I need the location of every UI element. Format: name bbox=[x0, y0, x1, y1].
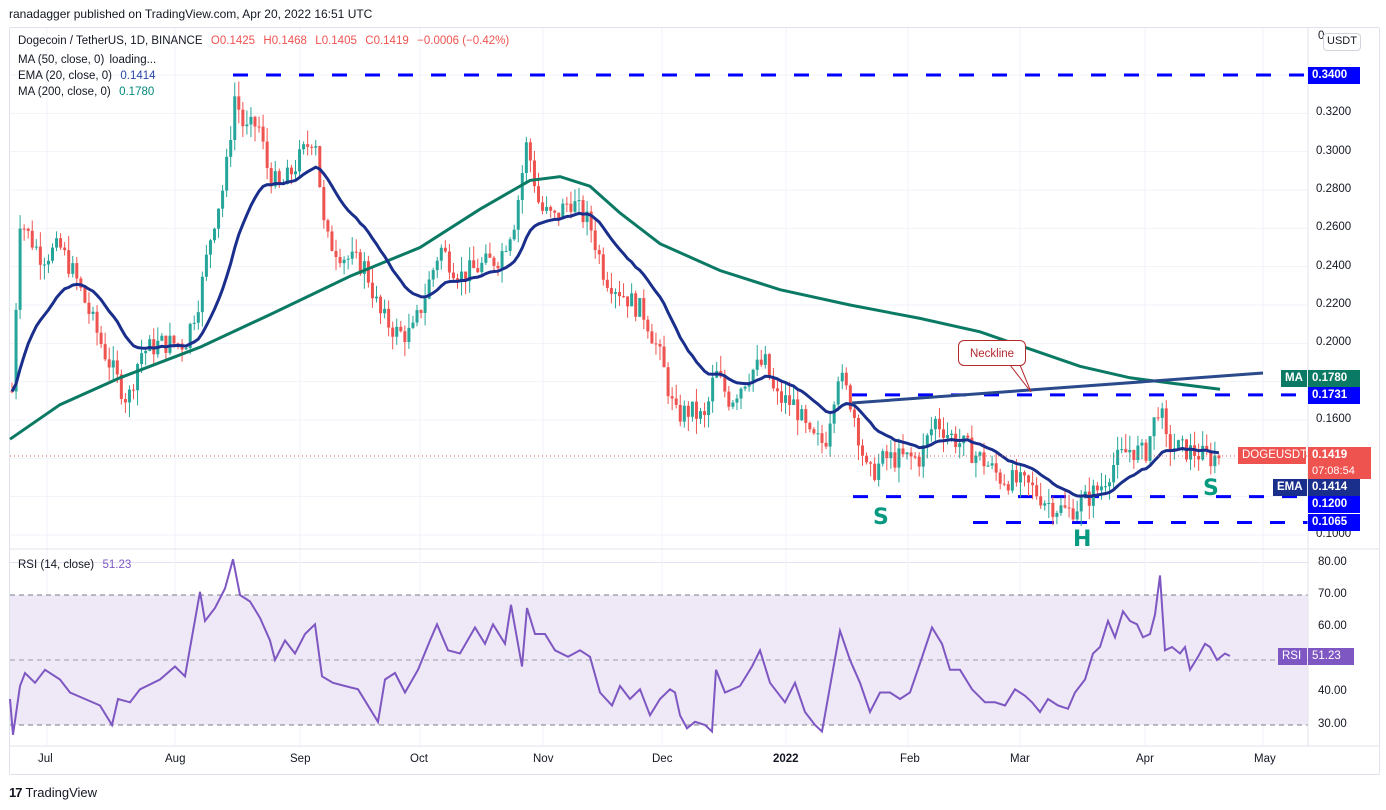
time-tick: Feb bbox=[900, 753, 920, 765]
price-tick: 0.2200 bbox=[1316, 298, 1352, 310]
neckline-callout[interactable]: Neckline bbox=[958, 340, 1026, 366]
time-tick-year: 2022 bbox=[773, 753, 799, 765]
neckline-trendline bbox=[851, 371, 1264, 405]
level-tag-0.1200: 0.1200 bbox=[1308, 496, 1360, 513]
time-tick: Apr bbox=[1136, 753, 1154, 765]
ema-value-tag: 0.1414 bbox=[1308, 479, 1360, 496]
rsi-tick: 30.00 bbox=[1318, 718, 1347, 730]
rsi-legend[interactable]: RSI (14, close) 51.23 bbox=[18, 559, 133, 571]
rsi-tick: 80.00 bbox=[1318, 556, 1347, 568]
ema20-label: EMA (20, close, 0) bbox=[18, 70, 112, 82]
open-value: O0.1425 bbox=[210, 35, 256, 47]
rsi-value-tag: 51.23 bbox=[1308, 648, 1354, 665]
ma-name-tag: MA bbox=[1281, 370, 1307, 387]
rsi-tick: 40.00 bbox=[1318, 685, 1347, 697]
ema20-value: 0.1414 bbox=[120, 70, 156, 82]
time-tick: Sep bbox=[290, 753, 311, 765]
candlesticks bbox=[10, 81, 1221, 527]
symbol-title: Dogecoin / TetherUS, 1D, BINANCE bbox=[18, 35, 203, 47]
time-tick: Nov bbox=[533, 753, 554, 765]
close-value: C0.1419 bbox=[365, 35, 409, 47]
low-value: L0.1405 bbox=[315, 35, 357, 47]
ma50-legend[interactable]: MA (50, close, 0) loading... bbox=[18, 54, 158, 66]
publisher-line: ranadagger published on TradingView.com,… bbox=[9, 7, 373, 21]
price-tick: 0.2800 bbox=[1316, 183, 1352, 195]
price-tick: 0.3200 bbox=[1316, 106, 1352, 118]
ma50-label: MA (50, close, 0) bbox=[18, 54, 105, 66]
right-shoulder-label: S bbox=[1203, 476, 1219, 501]
change-value: −0.0006 (−0.42%) bbox=[417, 35, 510, 47]
level-tag-0.1065: 0.1065 bbox=[1308, 514, 1360, 531]
level-tag-0.1731: 0.1731 bbox=[1308, 387, 1360, 404]
ma200-line bbox=[9, 175, 1221, 441]
price-tick: 0.1000 bbox=[1316, 528, 1352, 540]
ma200-value: 0.1780 bbox=[119, 86, 155, 98]
ema20-legend[interactable]: EMA (20, close, 0) 0.1414 bbox=[18, 70, 158, 82]
neckline-callout-pointer bbox=[1009, 364, 1032, 393]
symbol-name-tag: DOGEUSDT bbox=[1238, 447, 1307, 464]
rsi-tick: 70.00 bbox=[1318, 588, 1347, 600]
price-tick: 0.1600 bbox=[1316, 413, 1352, 425]
tradingview-logo[interactable]: 17 TradingView bbox=[9, 785, 97, 800]
time-tick: Dec bbox=[652, 753, 673, 765]
rsi-line bbox=[9, 559, 1231, 735]
rsi-label: RSI (14, close) bbox=[18, 559, 95, 571]
currency-button[interactable]: USDT bbox=[1323, 33, 1361, 51]
time-tick: Jul bbox=[38, 753, 53, 765]
price-axis-top-fragment: 0 bbox=[1318, 30, 1325, 42]
rsi-value: 51.23 bbox=[102, 559, 132, 571]
ema20-line bbox=[10, 165, 1220, 499]
ema-name-tag: EMA bbox=[1273, 479, 1307, 496]
rsi-name-tag: RSI bbox=[1278, 648, 1307, 665]
countdown-tag: 07:08:54 bbox=[1308, 464, 1371, 479]
price-tick: 0.3000 bbox=[1316, 145, 1352, 157]
tradingview-logo-text: TradingView bbox=[25, 785, 98, 800]
time-tick: Aug bbox=[165, 753, 186, 765]
ma50-value: loading... bbox=[109, 54, 157, 66]
ma200-legend[interactable]: MA (200, close, 0) 0.1780 bbox=[18, 86, 156, 98]
level-tag-0.3400: 0.3400 bbox=[1308, 67, 1360, 84]
horizontal-levels bbox=[233, 73, 1308, 525]
rsi-tick: 60.00 bbox=[1318, 620, 1347, 632]
symbol-legend[interactable]: Dogecoin / TetherUS, 1D, BINANCE O0.1425… bbox=[18, 35, 511, 47]
head-label: H bbox=[1073, 527, 1092, 552]
tradingview-logo-icon: 17 bbox=[9, 785, 23, 800]
price-tick: 0.2600 bbox=[1316, 221, 1352, 233]
time-tick: May bbox=[1254, 753, 1276, 765]
left-shoulder-label: S bbox=[873, 505, 889, 530]
last-price-tag: 0.1419 bbox=[1308, 447, 1371, 465]
ma-value-tag: 0.1780 bbox=[1308, 370, 1360, 387]
ma200-label: MA (200, close, 0) bbox=[18, 86, 111, 98]
time-tick: Mar bbox=[1010, 753, 1030, 765]
price-tick: 0.2400 bbox=[1316, 260, 1352, 272]
price-tick: 0.2000 bbox=[1316, 336, 1352, 348]
high-value: H0.1468 bbox=[263, 35, 307, 47]
time-tick: Oct bbox=[410, 753, 428, 765]
